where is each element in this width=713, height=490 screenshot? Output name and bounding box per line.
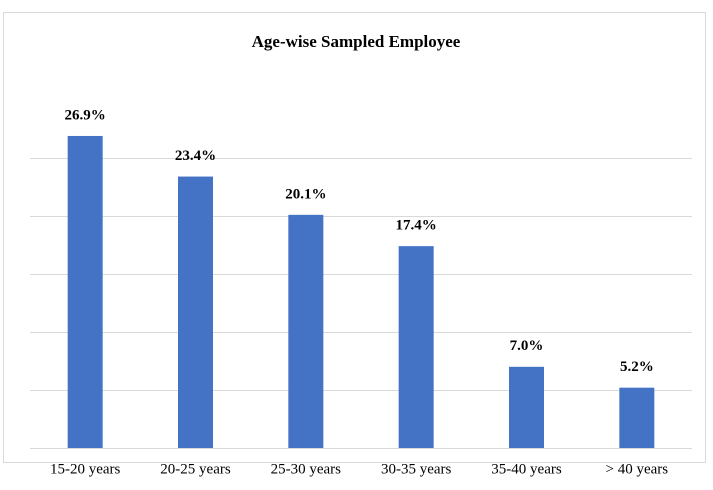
x-tick-label: 20-25 years	[160, 461, 231, 477]
data-label: 26.9%	[65, 107, 106, 123]
data-label: 23.4%	[175, 148, 216, 164]
bar	[619, 387, 655, 448]
x-tick-label: 30-35 years	[381, 461, 452, 477]
data-label: 20.1%	[285, 186, 326, 202]
data-label: 7.0%	[510, 338, 544, 354]
chart-title: Age-wise Sampled Employee	[252, 32, 461, 51]
x-tick-label: 15-20 years	[50, 461, 121, 477]
bar	[398, 246, 434, 448]
bar	[288, 214, 324, 448]
chart-frame	[3, 12, 706, 463]
x-tick-label: 25-30 years	[271, 461, 342, 477]
bar	[178, 176, 213, 448]
data-label: 17.4%	[396, 218, 437, 234]
bar	[509, 366, 544, 448]
bar	[67, 135, 103, 448]
x-tick-label: > 40 years	[606, 461, 669, 477]
x-tick-label: 35-40 years	[491, 461, 562, 477]
data-label: 5.2%	[620, 359, 654, 375]
